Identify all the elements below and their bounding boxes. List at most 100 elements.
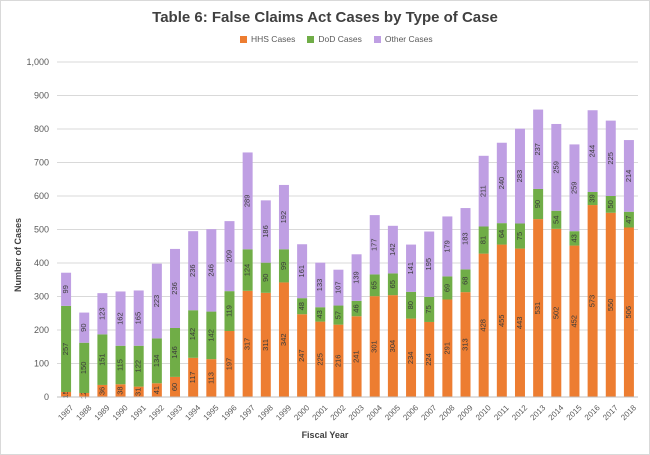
bar-segment-other-cases [260,200,271,263]
bar-segment-dod-cases [351,300,362,317]
data-label: 117 [188,371,197,383]
data-label: 124 [243,264,252,277]
data-label: 151 [97,353,106,366]
data-label: 283 [515,170,524,183]
data-label: 223 [152,295,161,308]
data-label: 531 [533,302,542,315]
data-label: 141 [406,262,415,275]
x-tick-label: 1991 [129,403,148,422]
x-tick-label: 1992 [147,403,166,422]
bar-segment-other-cases [170,248,181,328]
bar-segment-other-cases [115,291,126,346]
x-tick-label: 2010 [474,403,493,422]
bar-segment-dod-cases [278,249,289,283]
bar-segment-other-cases [79,312,90,343]
data-label: 65 [388,280,397,288]
bar-segment-hhs-cases [406,318,417,397]
bar-segment-dod-cases [97,334,108,385]
y-tick-label: 0 [44,392,49,402]
bar-segment-other-cases [188,231,199,311]
x-tick-label: 2006 [401,403,420,422]
bar-segment-dod-cases [170,327,181,377]
bar-segment-dod-cases [79,342,90,393]
data-label: 195 [424,258,433,271]
bar-segment-other-cases [242,152,253,250]
bar-segment-hhs-cases [151,383,162,397]
data-label: 142 [188,328,197,341]
y-tick-label: 900 [34,91,49,101]
legend: HHS Cases DoD Cases Other Cases [240,34,433,44]
y-tick-label: 200 [34,325,49,335]
data-label: 236 [188,264,197,277]
data-label: 573 [588,295,597,308]
bar-segment-dod-cases [224,291,235,332]
x-tick-label: 1998 [256,403,275,422]
bar-segment-hhs-cases [351,316,362,397]
bar-segment-hhs-cases [424,321,435,397]
data-label: 550 [606,299,615,312]
bar-segment-hhs-cases [533,219,544,397]
data-label: 119 [224,305,233,317]
bar-segment-other-cases [278,184,289,250]
x-tick-label: 2009 [456,403,475,422]
x-tick-label: 2014 [547,403,566,422]
data-label: 244 [588,145,597,158]
bar-segment-dod-cases [297,298,308,315]
data-label: 247 [297,349,306,362]
bar-segment-dod-cases [551,210,562,229]
x-tick-label: 1994 [183,403,202,422]
x-tick-label: 2002 [329,403,348,422]
bar-segment-other-cases [623,140,634,212]
bar-segment-hhs-cases [115,384,126,397]
bar-segment-hhs-cases [442,299,453,397]
data-label: 47 [624,215,633,223]
x-tick-label: 1995 [202,403,221,422]
bar-segment-dod-cases [424,296,435,322]
data-label: 225 [315,353,324,366]
data-label: 502 [551,307,560,320]
legend-swatch-hhs [240,35,247,43]
legend-swatch-other [373,35,381,43]
x-tick-label: 1987 [56,403,75,422]
data-label: 64 [497,230,506,238]
data-label: 146 [170,346,179,359]
data-label: 122 [134,360,143,373]
data-label: 234 [406,352,415,365]
x-tick-label: 1990 [111,403,130,422]
x-tick-label: 2003 [347,403,366,422]
data-label: 506 [624,306,633,319]
x-tick-label: 2004 [365,403,384,422]
x-tick-label: 2012 [510,403,529,422]
bar-segment-hhs-cases [260,292,271,397]
bar-segment-hhs-cases [278,282,289,397]
bar-segment-dod-cases [533,188,544,220]
bar-segment-other-cases [605,120,616,196]
data-label: 291 [442,342,451,355]
bar-segment-hhs-cases [551,228,562,397]
y-tick-label: 1,000 [26,57,49,67]
data-label: 150 [79,362,88,375]
bar-segment-other-cases [97,293,108,335]
bar-segment-dod-cases [442,276,453,300]
data-label: 57 [333,311,342,319]
data-label: 54 [551,216,560,224]
data-label: 214 [624,170,633,183]
data-label: 36 [97,387,106,395]
bar-segment-other-cases [351,254,362,301]
data-label: 241 [352,350,361,363]
data-label: 90 [79,323,88,331]
chart-title: Table 6: False Claims Act Cases by Type … [152,9,498,26]
data-label: 209 [224,250,233,263]
data-label: 133 [315,279,324,292]
data-label: 237 [533,143,542,156]
x-tick-label: 2000 [292,403,311,422]
data-label: 257 [61,343,70,356]
bar-segment-other-cases [533,109,544,189]
bar-segment-dod-cases [242,249,253,291]
data-label: 186 [261,225,270,238]
data-label: 99 [279,262,288,270]
data-label: 43 [315,310,324,318]
legend-item-other: Other Cases [373,34,433,44]
bar-segment-other-cases [151,263,162,339]
